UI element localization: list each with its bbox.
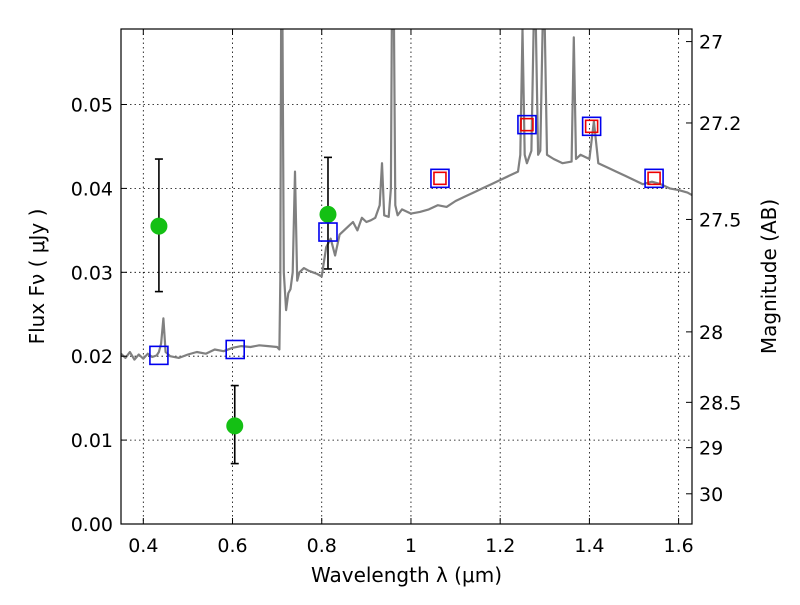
model-point-blue <box>318 222 338 242</box>
y-tick-label: 0.00 <box>71 514 113 536</box>
axes-layer: 0.4 0.6 0.8 1 1.2 1.4 1.6 0.00 0.01 0.02 0.03 0.04 0… <box>71 29 741 557</box>
model-point-blue <box>149 345 169 366</box>
y-tick-label: 0.01 <box>71 430 113 452</box>
y-tick-label: 0.04 <box>71 178 113 200</box>
y-axis-label: Flux Fν ( μJy ) <box>25 209 49 345</box>
y2-tick-label: 30 <box>699 484 723 506</box>
x-tick-label: 0.4 <box>128 535 158 557</box>
x-axis-label: Wavelength λ (μm) <box>311 563 502 587</box>
y2-tick-label: 28.5 <box>699 392 741 414</box>
x-tick-label: 0.6 <box>217 535 247 557</box>
x-tick-label: 1.4 <box>574 535 604 557</box>
y2-tick-label: 27 <box>699 32 723 54</box>
x-tick-label: 1.6 <box>664 535 694 557</box>
plot-frame <box>120 28 693 525</box>
y2-tick-label: 28 <box>699 322 723 344</box>
model-point-red <box>647 171 661 186</box>
y2-tick-label: 27.2 <box>699 113 741 135</box>
model-point-red <box>433 171 447 186</box>
y2-axis-label: Magnitude (AB) <box>757 199 781 354</box>
observed-point <box>319 205 337 223</box>
y-tick-label: 0.05 <box>71 95 113 117</box>
model-point-red <box>520 117 534 132</box>
model-point-blue <box>517 114 537 135</box>
y-tick-label: 0.03 <box>71 262 113 284</box>
grid-layer <box>121 29 692 525</box>
observed-point <box>226 417 244 435</box>
y2-tick-label: 29 <box>699 438 723 460</box>
x-tick-label: 1 <box>405 535 417 557</box>
model-point-blue <box>581 116 602 137</box>
y-tick-label: 0.02 <box>71 346 113 368</box>
y2-tick-label: 27.5 <box>699 209 741 231</box>
model-point-blue <box>225 339 245 360</box>
spectrum-layer <box>121 29 692 361</box>
model-point-blue <box>644 168 664 189</box>
marker-layer <box>149 114 664 465</box>
model-point-blue <box>430 168 450 189</box>
model-point-red <box>584 119 599 134</box>
x-tick-label: 1.2 <box>485 535 515 557</box>
spectrum-line <box>121 29 692 361</box>
x-tick-label: 0.8 <box>307 535 337 557</box>
observed-point <box>150 217 168 235</box>
